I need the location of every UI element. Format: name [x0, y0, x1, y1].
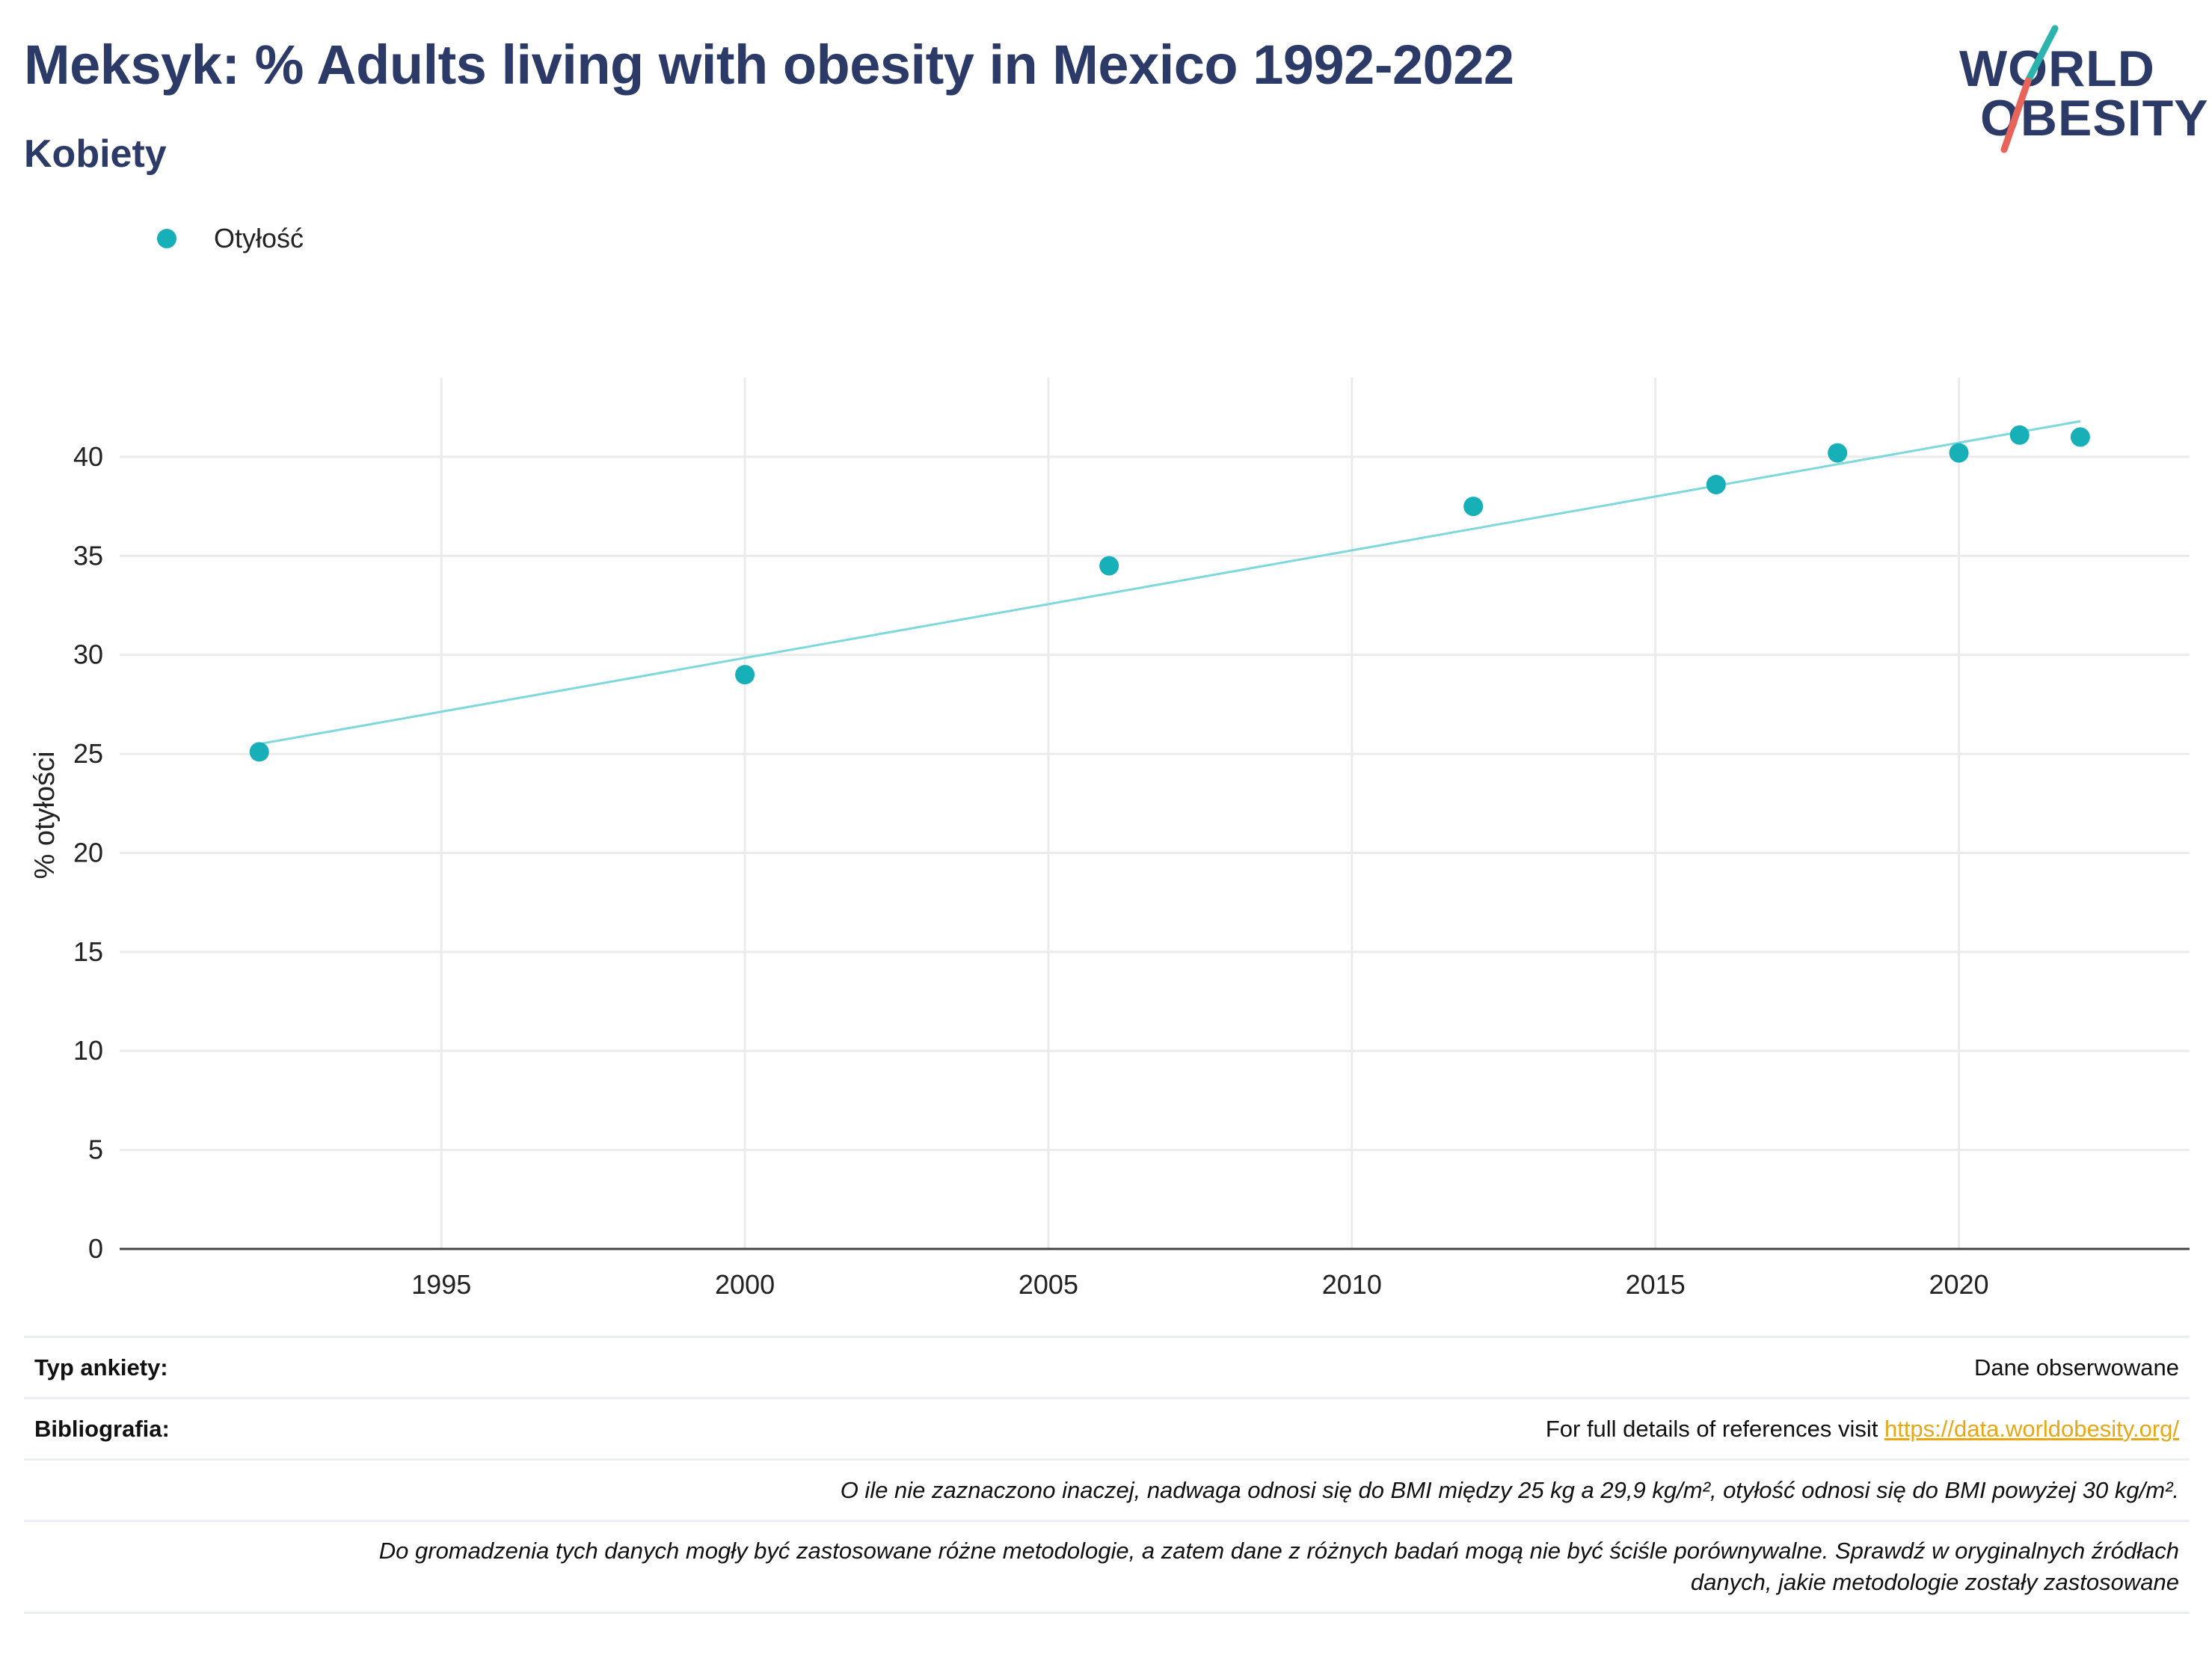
survey-type-label: Typ ankiety:: [34, 1354, 168, 1381]
x-tick-label: 1995: [411, 1269, 471, 1300]
survey-type-value: Dane obserwowane: [1973, 1354, 2179, 1381]
x-tick-label: 2010: [1322, 1269, 1382, 1300]
data-point: [1828, 443, 1848, 463]
methodology-note-row: Do gromadzenia tych danych mogły być zas…: [24, 1520, 2190, 1614]
bibliography-value: For full details of references visit htt…: [1546, 1416, 2179, 1443]
x-tick-label: 2005: [1019, 1269, 1078, 1300]
survey-type-row: Typ ankiety: Dane obserwowane: [24, 1336, 2190, 1397]
trendline-layer: [259, 420, 2081, 746]
methodology-note-line1: Do gromadzenia tych danych mogły być zas…: [378, 1538, 2179, 1564]
bmi-note: O ile nie zaznaczono inaczej, nadwaga od…: [840, 1476, 2179, 1503]
legend-label-otylosc: Otyłość: [214, 223, 304, 254]
y-tick-label: 20: [73, 837, 103, 868]
x-tick-label: 2020: [1929, 1269, 1988, 1300]
methodology-note: Do gromadzenia tych danych mogły być zas…: [379, 1535, 2179, 1598]
y-tick-label: 35: [73, 540, 103, 571]
legend-marker-icon: [157, 229, 176, 248]
data-point: [1099, 556, 1119, 576]
chart-legend[interactable]: Otyłość: [157, 223, 304, 254]
y-tick-label: 25: [73, 738, 103, 769]
data-point: [1463, 497, 1484, 517]
bmi-note-row: O ile nie zaznaczono inaczej, nadwaga od…: [24, 1458, 2190, 1520]
y-tick-label: 15: [73, 936, 103, 967]
x-tick-label: 2015: [1626, 1269, 1686, 1300]
x-tick-label: 2000: [715, 1269, 775, 1300]
scatter-chart: 0 5 10 15 20 25 30 35 40 1995 2000 2005 2010 2015 2020…: [29, 378, 2190, 1300]
bibliography-text: For full details of references visit: [1545, 1415, 1878, 1442]
data-point: [1949, 443, 1969, 463]
data-point: [2070, 427, 2090, 447]
info-table: Typ ankiety: Dane obserwowane Bibliograf…: [24, 1336, 2190, 1614]
bibliography-row: Bibliografia: For full details of refere…: [24, 1397, 2190, 1458]
data-point: [249, 742, 269, 762]
y-tick-label: 10: [73, 1035, 103, 1066]
y-tick-label: 0: [88, 1233, 103, 1264]
methodology-note-line2: danych, jakie metodologie zostały zastos…: [1690, 1569, 2179, 1595]
data-points: [249, 425, 2090, 762]
page-title: Meksyk: % Adults living with obesity in …: [24, 34, 1514, 96]
y-tick-label: 40: [73, 441, 103, 472]
y-axis-label: % otyłości: [29, 751, 61, 879]
grid-lines: [120, 378, 2190, 1249]
y-tick-label: 30: [73, 639, 103, 670]
page-subtitle: Kobiety: [24, 132, 167, 176]
bibliography-link[interactable]: https://data.worldobesity.org/: [1884, 1415, 2179, 1442]
logo-slash-icon: [2000, 25, 2059, 153]
trendline: [259, 420, 2081, 746]
y-tick-label: 5: [88, 1134, 103, 1165]
axes: 0 5 10 15 20 25 30 35 40 1995 2000 2005 2010 2015 2020: [73, 441, 2190, 1300]
data-point: [735, 665, 755, 685]
bibliography-label: Bibliografia:: [34, 1415, 170, 1442]
data-point: [2009, 425, 2030, 445]
data-point: [1706, 474, 1726, 494]
world-obesity-logo: WORLD OBESITY: [1944, 15, 2208, 157]
logo-word-world: WORLD: [1959, 40, 2155, 97]
